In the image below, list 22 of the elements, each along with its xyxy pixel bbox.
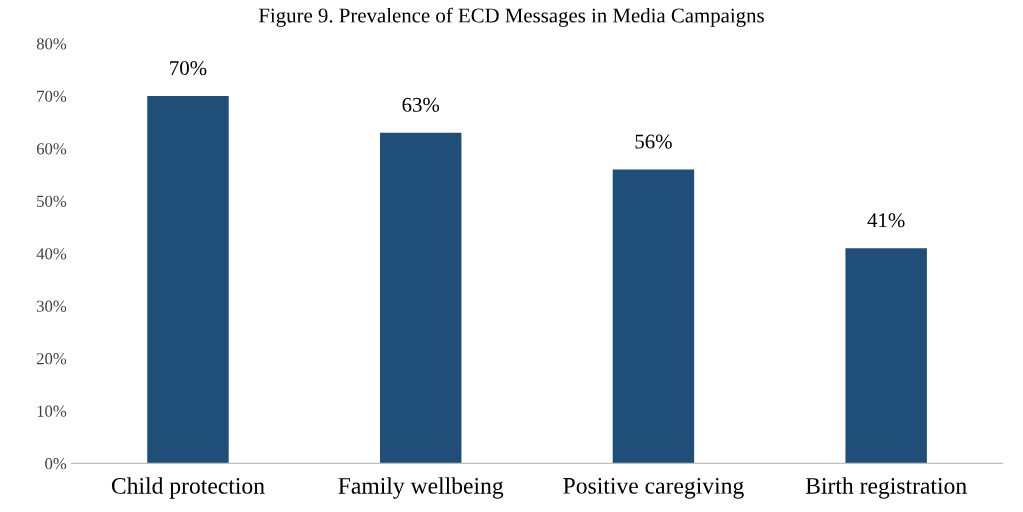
y-tick-label: 30% [37, 300, 67, 312]
x-tick-label: Family wellbeing [338, 477, 504, 499]
x-tick-label: Birth registration [805, 477, 967, 499]
bar [845, 248, 927, 464]
y-tick-label: 70% [37, 90, 67, 102]
x-tick-label: Child protection [111, 477, 265, 499]
x-tick-label: Positive caregiving [563, 477, 744, 499]
bar [379, 132, 462, 464]
bar [612, 169, 695, 464]
data-label: 70% [170, 61, 207, 76]
data-label: 41% [867, 213, 905, 228]
y-tick-label: 20% [36, 353, 67, 365]
y-tick-label: 50% [37, 195, 67, 207]
y-tick-label: 80% [36, 38, 67, 50]
y-tick-label: 40% [36, 248, 67, 260]
y-tick-label: 10% [37, 405, 67, 417]
y-tick-label: 60% [36, 143, 67, 155]
chart-title: Figure 9. Prevalence of ECD Messages in Media Campaigns [258, 7, 764, 27]
data-label: 63% [402, 97, 440, 112]
bar [147, 96, 229, 464]
data-label: 56% [635, 134, 672, 149]
y-tick-label: 0% [45, 458, 67, 470]
